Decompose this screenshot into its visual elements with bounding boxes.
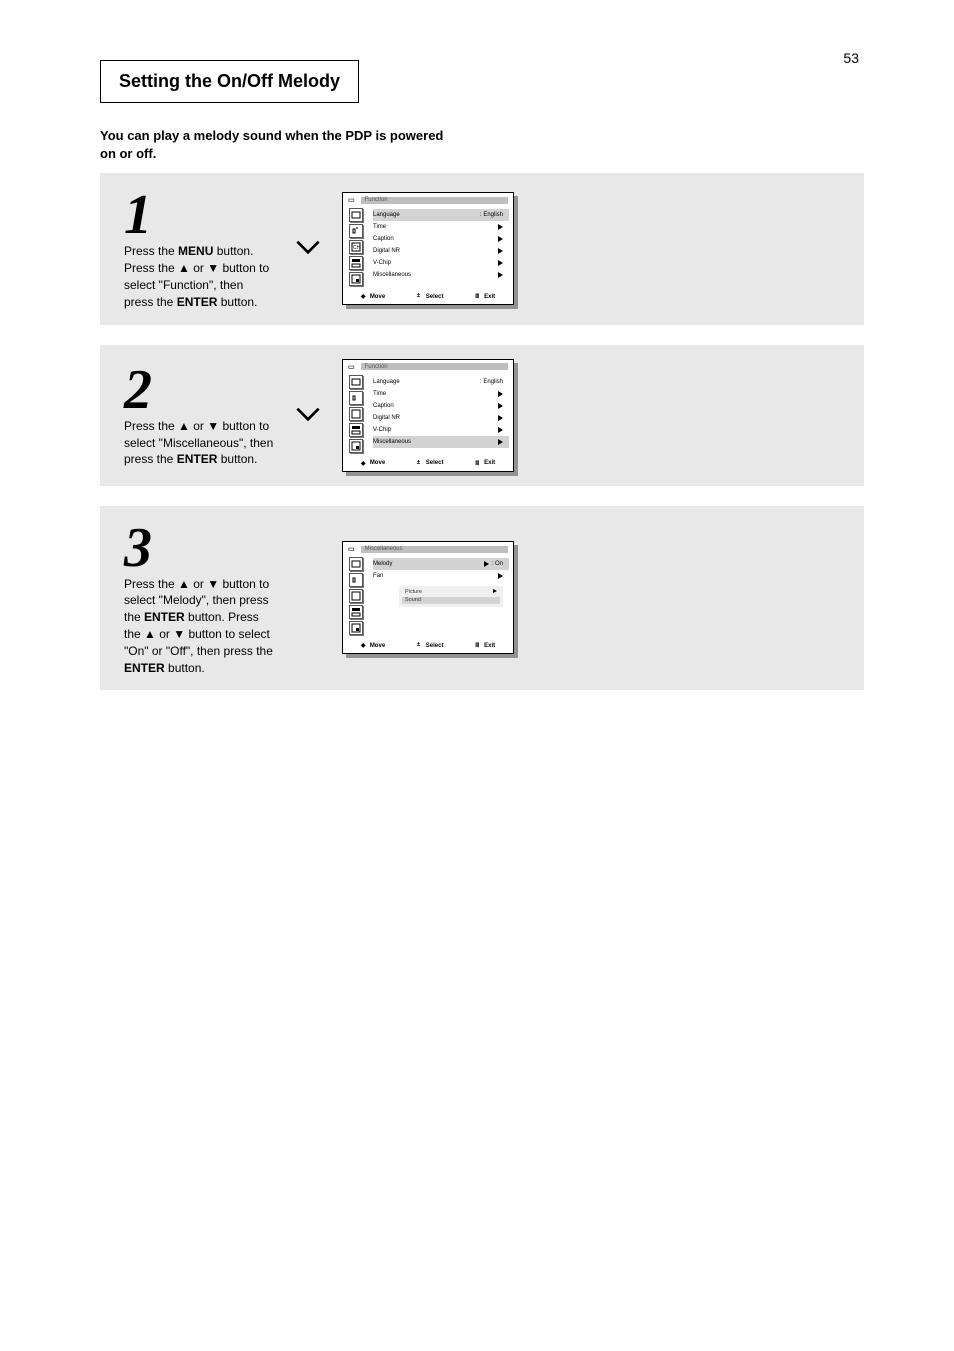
- osd-row[interactable]: Miscellaneous: [373, 436, 509, 448]
- osd-footer-move: ◆Move: [361, 460, 385, 467]
- sound-icon: [349, 391, 363, 405]
- osd-footer-exit: ⅢExit: [475, 642, 495, 649]
- down-arrow-icon: [292, 398, 324, 433]
- svg-text:CH: CH: [353, 245, 361, 251]
- arrow-right-icon: [498, 573, 503, 579]
- pip-icon: [349, 439, 363, 453]
- osd-row[interactable]: Caption: [373, 400, 503, 412]
- arrow-right-icon: [498, 248, 503, 254]
- osd-footer-exit: ⅢExit: [475, 293, 495, 300]
- picture-icon: [349, 375, 363, 389]
- osd-screenshot-1: ▭ Function CH Language :English: [342, 192, 514, 305]
- osd-row[interactable]: Time: [373, 221, 503, 233]
- picture-icon: [349, 557, 363, 571]
- channel-icon: CH: [349, 240, 363, 254]
- osd-titlebar: Function: [361, 363, 508, 370]
- osd-screenshot-3: ▭ Miscellaneous Melody:On Fan: [342, 541, 514, 654]
- osd-row[interactable]: V-Chip: [373, 257, 503, 269]
- picture-icon: [349, 208, 363, 222]
- osd-iconcol: CH: [343, 206, 367, 290]
- arrow-right-icon: [498, 403, 503, 409]
- step-number-3: 3: [124, 520, 274, 576]
- page-number: 53: [843, 50, 859, 66]
- arrow-right-icon: [498, 439, 503, 445]
- section-title-box: Setting the On/Off Melody: [100, 60, 359, 103]
- enter-button-ref: ENTER: [177, 452, 218, 466]
- osd-row[interactable]: Language :English: [373, 209, 509, 221]
- function-icon: [349, 256, 363, 270]
- step-3-block: 3 Press the ▲ or ▼ button to select "Mel…: [100, 506, 864, 691]
- osd-footer-move: ◆Move: [361, 642, 385, 649]
- osd-logo: ▭: [348, 196, 355, 204]
- arrow-right-icon: [498, 427, 503, 433]
- channel-icon: [349, 407, 363, 421]
- step-2-text: 2 Press the ▲ or ▼ button to select "Mis…: [124, 362, 274, 468]
- osd-logo: ▭: [348, 545, 355, 553]
- osd-titlebar: Miscellaneous: [361, 546, 508, 553]
- osd-row[interactable]: Caption: [373, 233, 503, 245]
- arrow-right-icon: [484, 561, 489, 567]
- pip-icon: [349, 621, 363, 635]
- osd-row[interactable]: Language:English: [373, 376, 503, 388]
- enter-button-ref: ENTER: [144, 610, 185, 624]
- intro-text: You can play a melody sound when the PDP…: [100, 127, 864, 163]
- function-icon: [349, 423, 363, 437]
- osd-row[interactable]: Melody:On: [373, 558, 509, 570]
- arrow-right-icon: [498, 272, 503, 278]
- arrow-right-icon: [498, 260, 503, 266]
- arrow-right-icon: [493, 589, 497, 593]
- menu-button-ref: MENU: [178, 244, 213, 258]
- page-53: 53 Setting the On/Off Melody You can pla…: [0, 0, 954, 1351]
- enter-button-ref: ENTER: [124, 661, 165, 675]
- sound-icon: [349, 573, 363, 587]
- osd-row[interactable]: Digital NR: [373, 412, 503, 424]
- sound-icon: [349, 224, 363, 238]
- osd-footer-exit: ⅢExit: [475, 460, 495, 467]
- step-3-text: 3 Press the ▲ or ▼ button to select "Mel…: [124, 520, 274, 677]
- down-arrow-icon: [292, 231, 324, 266]
- osd-logo: ▭: [348, 363, 355, 371]
- enter-button-ref: ENTER: [177, 295, 218, 309]
- step-number-2: 2: [124, 362, 274, 418]
- osd-titlebar: Function: [361, 197, 508, 204]
- osd-submenu-row[interactable]: Picture: [405, 589, 497, 596]
- osd-row[interactable]: Digital NR: [373, 245, 503, 257]
- function-icon: [349, 605, 363, 619]
- osd-row[interactable]: V-Chip: [373, 424, 503, 436]
- step-1-text: 1 Press the MENU button. Press the ▲ or …: [124, 187, 274, 310]
- channel-icon: [349, 589, 363, 603]
- osd-footer-move: ◆Move: [361, 293, 385, 300]
- osd-screenshot-2: ▭ Function Language:English Time Capti: [342, 359, 514, 472]
- osd-row[interactable]: Fan: [373, 570, 503, 582]
- osd-row[interactable]: Time: [373, 388, 503, 400]
- osd-footer-select: ±Select: [417, 642, 444, 649]
- osd-footer-select: ±Select: [417, 293, 444, 300]
- step-1-block: 1 Press the MENU button. Press the ▲ or …: [100, 173, 864, 324]
- arrow-right-icon: [498, 391, 503, 397]
- arrow-right-icon: [498, 236, 503, 242]
- arrow-right-icon: [498, 415, 503, 421]
- arrow-right-icon: [498, 224, 503, 230]
- osd-submenu: Picture Sound: [399, 586, 503, 606]
- osd-row[interactable]: Miscellaneous: [373, 269, 503, 281]
- osd-footer-select: ±Select: [417, 460, 444, 467]
- osd-submenu-row[interactable]: Sound: [402, 597, 500, 604]
- step-2-block: 2 Press the ▲ or ▼ button to select "Mis…: [100, 345, 864, 486]
- pip-icon: [349, 272, 363, 286]
- step-number-1: 1: [124, 187, 274, 243]
